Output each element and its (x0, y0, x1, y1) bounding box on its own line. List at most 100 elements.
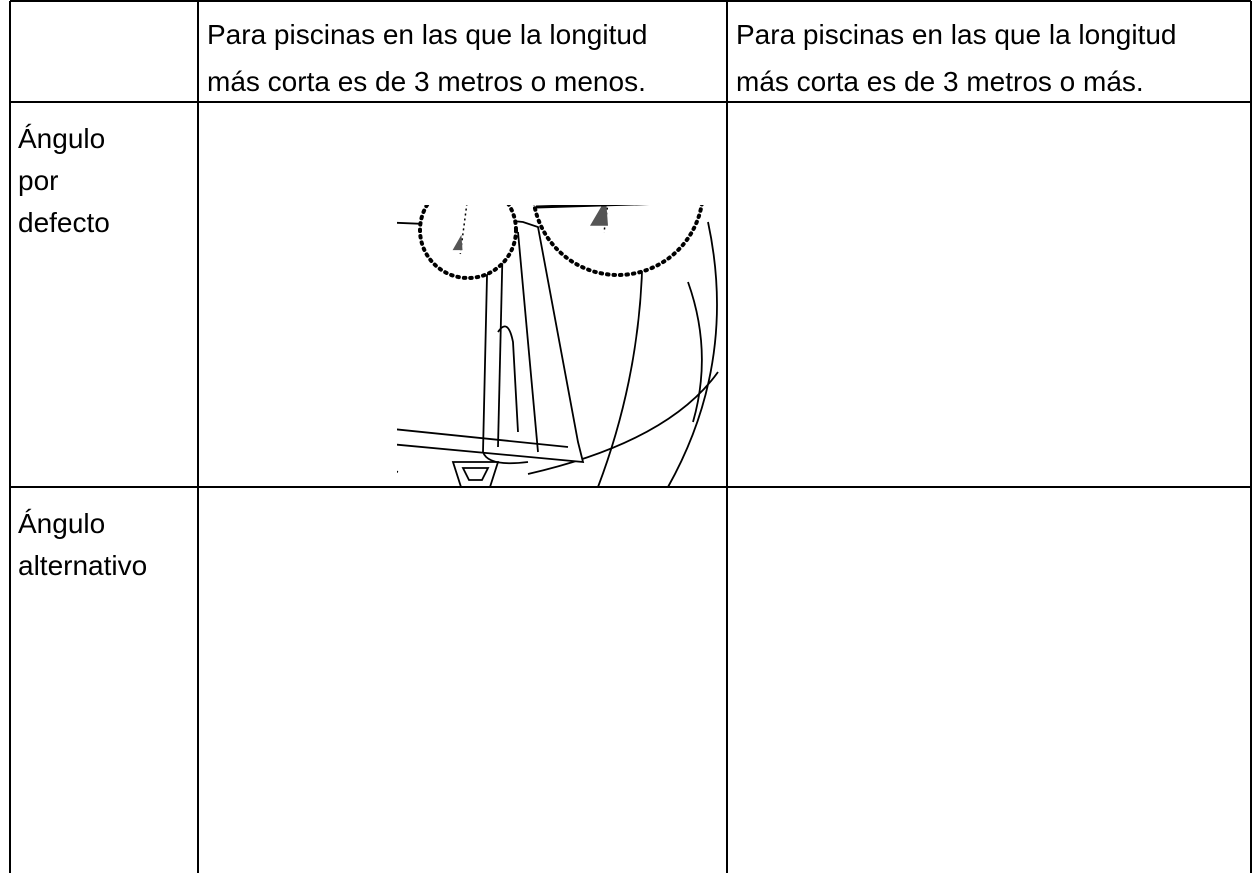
gauge-tick (477, 580, 480, 588)
illustration-body: 0 1 20 1 2 (203, 487, 718, 873)
logo (982, 847, 1027, 872)
illustration: 0 1 20 1 2 (732, 102, 1247, 487)
flap-line (1047, 232, 1067, 452)
flap-line (1048, 608, 1079, 829)
row-label: Ángulo (18, 508, 105, 539)
gauge-tick (460, 579, 461, 587)
gauge-label: 2 (1153, 112, 1162, 129)
gauge-tick (625, 125, 628, 139)
gauge-tick (472, 579, 473, 587)
flap-line (358, 232, 383, 432)
gauge-label: 1 (993, 185, 998, 195)
zoom-circle (1062, 105, 1232, 275)
body-outline (1217, 667, 1231, 807)
body-outline (1197, 607, 1246, 872)
body-outline (527, 371, 719, 475)
body-outline (285, 102, 318, 487)
gauge-label: 2 (624, 112, 633, 129)
rim (1067, 579, 1247, 587)
gauge-axis (989, 204, 996, 254)
body-outline (688, 667, 702, 807)
gauge-tick (1133, 125, 1136, 139)
flap-line (914, 801, 1110, 831)
gauge-tick (604, 125, 607, 139)
flap-line (330, 809, 526, 863)
gauge-label: 0 (987, 570, 992, 580)
flap-line (887, 232, 912, 432)
flap (295, 577, 581, 873)
gauge-axis (604, 528, 616, 617)
body-outline (687, 281, 703, 423)
gauge-label: 2 (471, 185, 476, 195)
gauge-pointer (590, 205, 608, 226)
row-label: defecto (18, 207, 110, 238)
gauge-label: 0 (600, 497, 609, 514)
body-outline (757, 657, 767, 787)
gauge-label: 2 (1153, 497, 1162, 514)
gauge-tick (983, 195, 986, 203)
gauge-tick (593, 127, 598, 141)
gauge-tick (454, 195, 457, 203)
body-outline (1217, 282, 1231, 422)
body-outline (667, 221, 718, 488)
gauge-pointer (590, 584, 608, 611)
gauge-label: 0 (987, 185, 992, 195)
body-outline (219, 212, 268, 487)
drawing: 0 1 20 1 2 (203, 487, 718, 873)
gauge-tick (454, 580, 457, 588)
gauge-tick (1133, 510, 1136, 524)
zoom-circle (418, 205, 518, 280)
flap-line (497, 325, 519, 433)
illustration-body: 0 1 20 1 2 (732, 102, 1247, 487)
body-outline (814, 487, 847, 872)
flap-line (1027, 326, 1047, 432)
zoom-circle (949, 567, 1045, 663)
body-outline (732, 737, 927, 857)
gauge-tick (1001, 579, 1002, 587)
zoom-circle (1062, 490, 1232, 660)
flap-line (397, 428, 569, 448)
illustration: 0 1 20 1 2 (732, 487, 1247, 872)
gauge-label: 2 (624, 497, 633, 514)
gauge-label: 1 (464, 570, 469, 580)
drawing: 0 1 20 1 2 (732, 487, 1247, 872)
body-outline (528, 757, 718, 859)
column-header: más corta es de 3 metros o menos. (207, 66, 646, 97)
body-outline (1057, 372, 1247, 474)
gauge-label: 1 (464, 185, 469, 195)
illustration-body: 0 1 20 1 2 (219, 102, 719, 488)
column-header: Para piscinas en las que la longitud (207, 19, 648, 50)
gauge-tick (1006, 580, 1009, 588)
gauge-label: 0 (458, 185, 463, 195)
row-label: Ángulo (18, 123, 105, 154)
flap-outline (869, 571, 1126, 848)
gauge-tick (1164, 127, 1169, 141)
flap-line (517, 231, 539, 453)
gauge-pointer (452, 234, 463, 251)
gauge-tick (1154, 125, 1157, 139)
gauge-label: 0 (1129, 112, 1138, 129)
gauge-pointer (1119, 199, 1137, 226)
gauge-label: 2 (1000, 570, 1005, 580)
flap-line (472, 643, 530, 863)
flap (358, 219, 585, 465)
body-outline (228, 657, 238, 787)
flap-line (436, 637, 520, 873)
body-outline (219, 597, 268, 872)
gauge-tick (472, 194, 473, 202)
logo (982, 462, 1027, 487)
body-outline (598, 487, 643, 872)
rim (1065, 202, 1227, 207)
body-outline (748, 212, 797, 487)
body-outline (1057, 757, 1247, 859)
gauge-tick (604, 510, 607, 524)
body-outline (228, 272, 238, 402)
gauge-tick (1006, 195, 1009, 203)
rim (1065, 587, 1227, 592)
arrow (428, 794, 508, 805)
gauge-label: 0 (458, 570, 463, 580)
gauge-axis (1133, 143, 1145, 232)
gauge-label: 1 (612, 112, 621, 129)
flap-line (318, 615, 377, 816)
gauge-tick (989, 579, 990, 587)
